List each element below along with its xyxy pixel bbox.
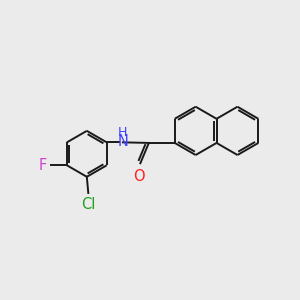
Text: F: F [39,158,47,173]
Text: O: O [133,169,144,184]
Text: N: N [118,134,128,149]
Text: Cl: Cl [81,196,95,211]
Text: H: H [118,126,128,140]
